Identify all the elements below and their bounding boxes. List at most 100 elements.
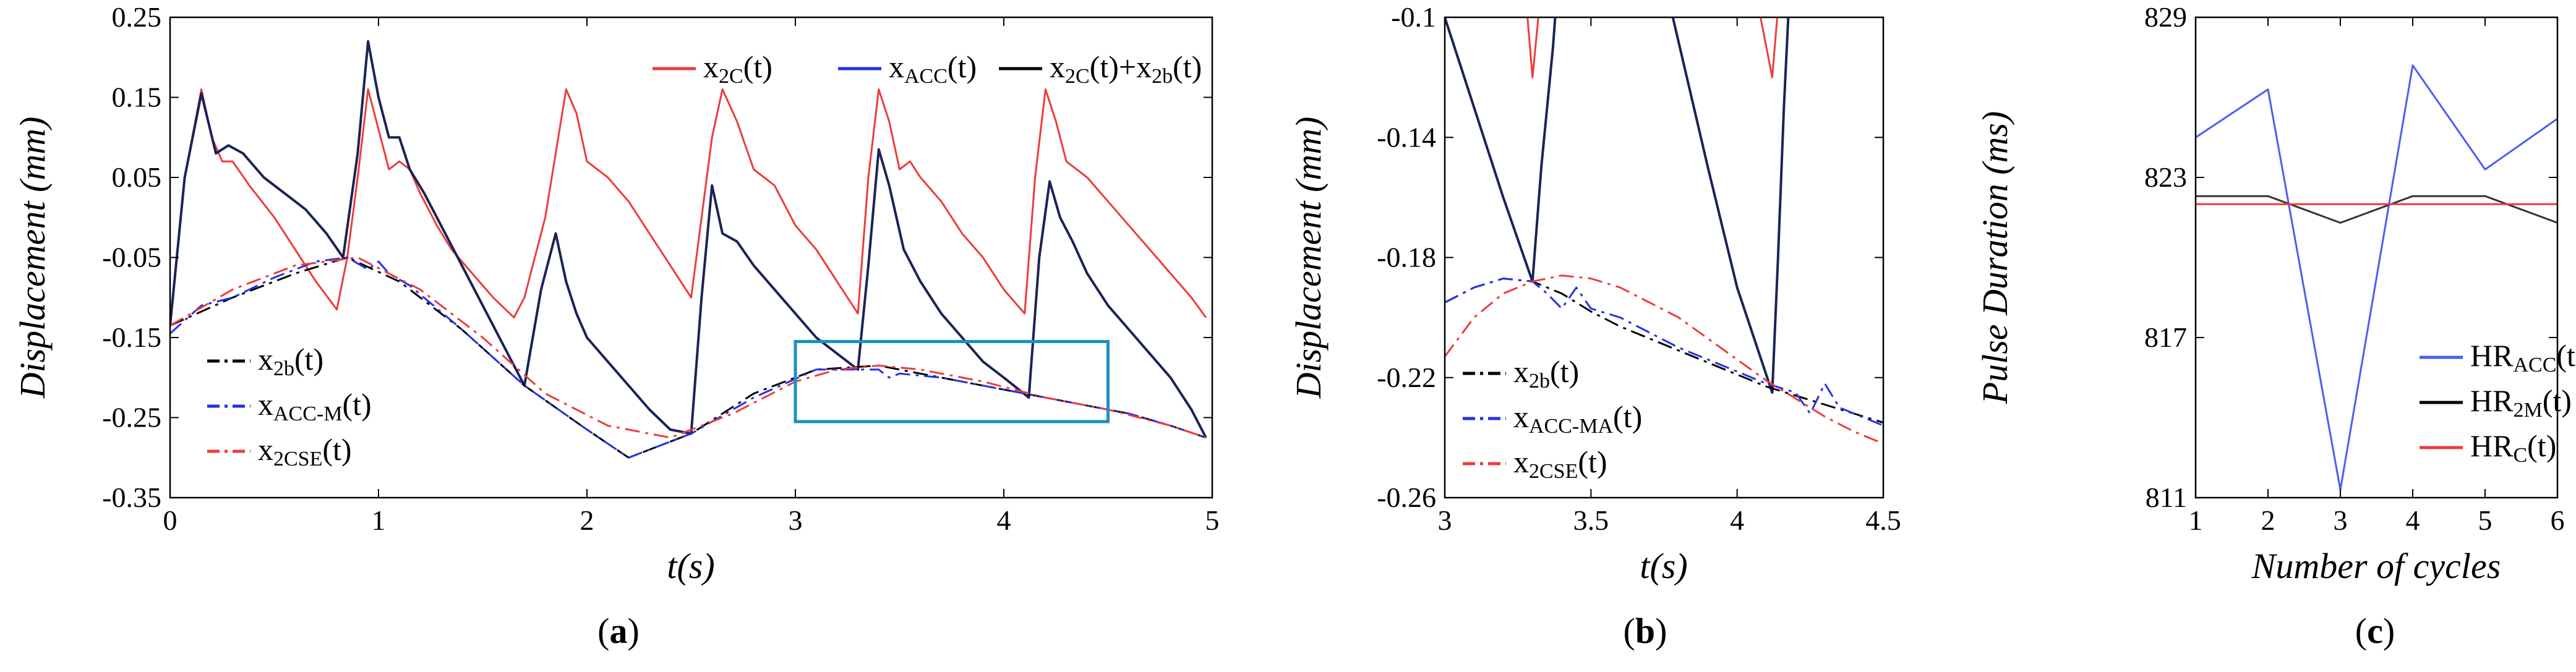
legend-text-part: (t) xyxy=(948,49,977,84)
legend-text-part: (t) xyxy=(1578,444,1607,479)
legend-label: HRACC(t) xyxy=(2470,338,2576,376)
legend: x2b(t)xACC-M(t)x2CSE(t) xyxy=(207,342,372,470)
legend-text-part: (t) xyxy=(294,342,323,376)
series-line-x2b-t- xyxy=(1445,278,1883,424)
legend-label: x2CSE(t) xyxy=(1513,444,1607,483)
legend-label: xACC(t) xyxy=(889,49,977,88)
y-tick-label: 0.05 xyxy=(112,161,162,193)
y-axis-label: Pulse Duration (ms) xyxy=(1975,111,2015,405)
x-axis-label: t(s) xyxy=(1640,546,1687,586)
series-line-hracc-t- xyxy=(2196,64,2557,491)
legend-text-part: (t) xyxy=(2527,428,2556,463)
legend-text-part: (t) xyxy=(342,387,371,422)
y-tick-label: -0.15 xyxy=(102,321,161,353)
x-tick-label: 4.5 xyxy=(1865,504,1901,536)
legend-label: x2b(t) xyxy=(1513,354,1579,393)
legend-text-part: (t) xyxy=(1550,354,1579,389)
y-tick-label: -0.14 xyxy=(1377,121,1436,153)
y-tick-label: 823 xyxy=(2144,161,2187,193)
x-tick-label: 3 xyxy=(2334,504,2348,536)
chart-panel-c: 1 2 3 4 5 6 811 817 823 829 Number of cycles Pulse … xyxy=(1975,1,2576,651)
legend-subscript: ACC xyxy=(904,65,948,88)
x-tick-label: 4 xyxy=(2406,504,2420,536)
legend-text-part: x xyxy=(889,49,904,84)
y-tick-label: 829 xyxy=(2144,1,2187,33)
panel-label-letter: a xyxy=(610,611,628,651)
legend-text-part: x xyxy=(1513,444,1529,479)
panel-label-open: ( xyxy=(597,611,609,651)
x-tick-label: 3.5 xyxy=(1573,504,1609,536)
panel-label-close: ) xyxy=(1655,611,1667,651)
x-tick-label: 0 xyxy=(163,504,178,536)
y-tick-label: -0.1 xyxy=(1391,1,1436,33)
legend-text-part: (t) xyxy=(743,49,772,84)
y-tick-label: -0.18 xyxy=(1377,242,1436,273)
y-tick-label: -0.35 xyxy=(102,482,161,513)
legend-label: HRC(t) xyxy=(2470,428,2556,467)
legend-text-part: x xyxy=(703,49,719,84)
legend-subscript: ACC-MA xyxy=(1529,415,1613,438)
legend-text-part: HR xyxy=(2470,428,2514,463)
legend-text-part: x xyxy=(1513,399,1529,434)
panel-label-open: ( xyxy=(1624,611,1635,651)
zoom-box xyxy=(794,339,1110,423)
series-line-x2cse-t- xyxy=(1445,274,1883,444)
legend-text-part: (t) xyxy=(1173,49,1202,84)
x-tick-label: 1 xyxy=(2189,504,2203,536)
legend-text-part: x xyxy=(1513,354,1529,389)
legend-text-part: HR xyxy=(2470,338,2514,373)
x-tick-label: 3 xyxy=(1438,504,1452,536)
axes-frame xyxy=(2194,16,2559,499)
legend-text-part: (t) xyxy=(322,432,351,467)
legend-text-part: x xyxy=(258,432,273,467)
y-tick-label: 811 xyxy=(2146,482,2187,513)
y-tick-label: -0.26 xyxy=(1377,482,1436,513)
series-group xyxy=(2196,64,2557,491)
legend: x2C(t) xACC(t) x2C(t)+x2b(t) xyxy=(653,49,1202,88)
series-line-x2c-t-x2b-t- xyxy=(170,40,1207,438)
axes-frame xyxy=(1444,16,1885,499)
legend: HRACC(t)HR2M(t)HRC(t) xyxy=(2420,338,2576,467)
x-tick-label: 3 xyxy=(789,504,803,536)
series-line-x2c-t-x2b-t-second xyxy=(1671,17,1790,394)
x-tick-label: 2 xyxy=(2261,504,2275,536)
y-tick-label: 0.15 xyxy=(112,82,162,113)
y-tick-label: 0.25 xyxy=(112,1,162,33)
series-line-hr2m-t- xyxy=(2196,195,2557,224)
x-tick-label: 4 xyxy=(1730,504,1744,536)
legend-text-part: x xyxy=(258,387,273,422)
legend-subscript: 2b xyxy=(1529,370,1550,393)
legend: x2b(t)xACC-MA(t)x2CSE(t) xyxy=(1463,354,1642,483)
panel-label-letter: c xyxy=(2367,611,2383,651)
legend-subscript: ACC-M xyxy=(273,402,342,425)
legend-subscript: 2CSE xyxy=(273,448,322,470)
series-line-x2c-t- xyxy=(1526,17,1539,79)
series-line-x2c-t- xyxy=(170,88,1207,326)
y-tick-label: 817 xyxy=(2144,321,2187,353)
legend-subscript: 2b xyxy=(273,357,294,380)
legend-subscript: 2CSE xyxy=(1529,460,1578,483)
panel-label-close: ) xyxy=(2383,611,2395,651)
x-tick-label: 5 xyxy=(2478,504,2493,536)
series-line-xacc-m-t- xyxy=(170,257,1207,459)
legend-text-part: (t) xyxy=(2543,383,2572,418)
x-tick-label: 5 xyxy=(1205,504,1220,536)
y-tick-label: -0.22 xyxy=(1377,362,1436,393)
panel-label-open: ( xyxy=(2355,611,2367,651)
chart-panel-b: 3 3.5 4 4.5 -0.26 -0.22 -0.18 -0.14 -0.1 t(s) Disp… xyxy=(1288,1,1901,651)
series-group xyxy=(1445,17,1883,444)
y-axis-label: Displacement (mm) xyxy=(12,117,53,399)
legend-text-part: (t) xyxy=(2556,338,2576,373)
series-line-x2c-t-x2b-t- xyxy=(1445,17,1557,283)
x-tick-label: 6 xyxy=(2551,504,2565,536)
y-tick-label: -0.05 xyxy=(102,242,161,273)
legend-label: x2C(t)+x2b(t) xyxy=(1050,49,1202,88)
y-tick-label: -0.25 xyxy=(102,402,161,433)
panel-label: (a) xyxy=(597,611,640,651)
legend-label: x2b(t) xyxy=(258,342,323,380)
x-tick-label: 4 xyxy=(997,504,1011,536)
legend-text-part: (t)+x xyxy=(1090,49,1152,84)
series-group xyxy=(170,40,1207,459)
chart-panel-a: 0 1 2 3 4 5 -0.35 -0.25 -0.15 -0.05 0.05 0.15 0.25 t(… xyxy=(12,1,1220,651)
series-line-x2b-t- xyxy=(170,257,1207,459)
